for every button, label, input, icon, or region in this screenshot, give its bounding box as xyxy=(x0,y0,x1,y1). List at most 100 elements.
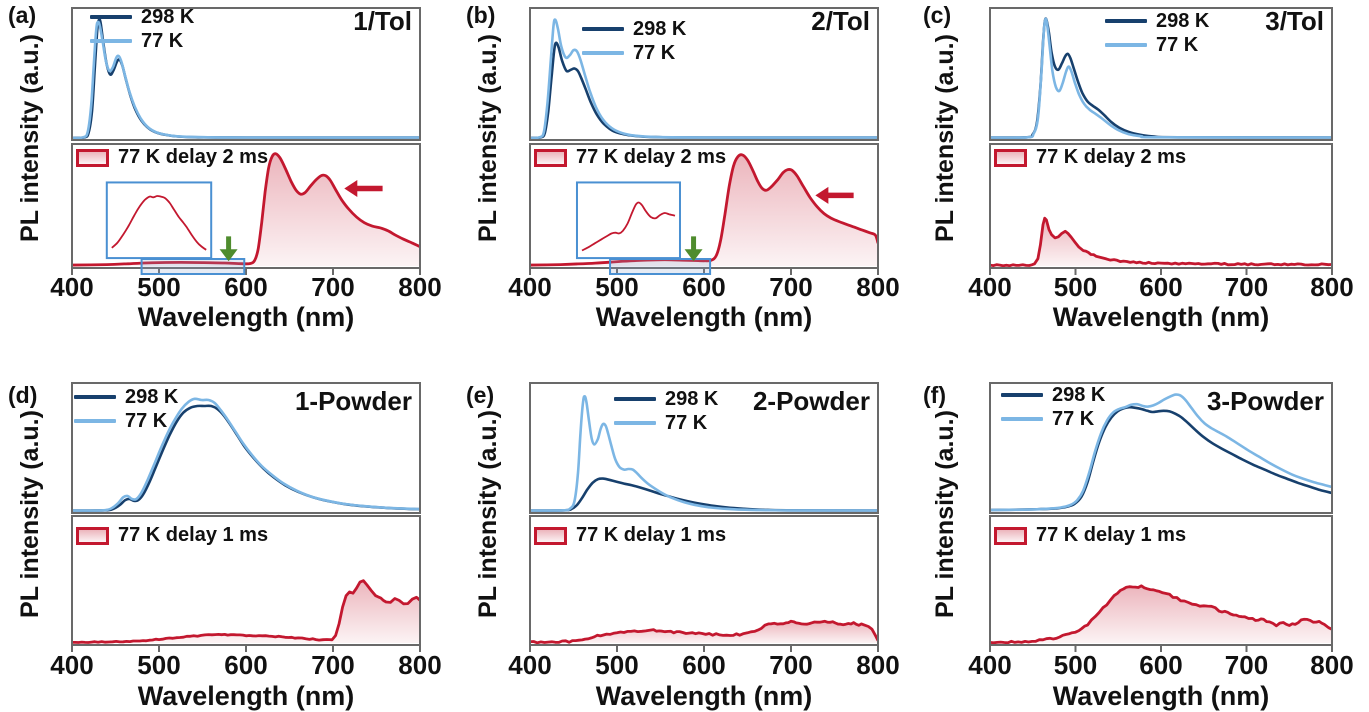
x-axis-label: Wavelength (nm) xyxy=(1052,302,1270,332)
plot-canvas-e xyxy=(529,382,879,652)
x-tick-label: 500 xyxy=(595,272,639,302)
legend-line-298k-icon xyxy=(614,397,656,401)
temperature-legend: 298 K 77 K xyxy=(1105,10,1209,56)
panel-b: (b) PL intensity (a.u.) 298 K 77 K 2/Tol… xyxy=(458,0,915,340)
legend-row-298k: 298 K xyxy=(614,388,718,410)
delay-legend-swatch-icon xyxy=(534,526,567,545)
legend-label-298k: 298 K xyxy=(125,385,179,408)
x-tick-label: 500 xyxy=(137,272,181,302)
delay-legend: 77 K delay 1 ms xyxy=(76,524,268,547)
legend-label-77k: 77 K xyxy=(1156,33,1199,56)
legend-row-298k: 298 K xyxy=(74,386,178,408)
delay-legend-label: 77 K delay 2 ms xyxy=(576,146,727,168)
panel-a: (a) PL intensity (a.u.) 298 K 77 K 1/Tol… xyxy=(0,0,455,340)
delay-legend: 77 K delay 1 ms xyxy=(994,524,1186,547)
x-tick-label: 600 xyxy=(1139,650,1183,680)
delay-legend-swatch-icon xyxy=(994,148,1027,167)
x-tick-label: 400 xyxy=(508,650,552,680)
legend-line-77k-icon xyxy=(74,419,116,423)
x-tick-label: 700 xyxy=(311,650,355,680)
temperature-legend: 298 K 77 K xyxy=(1001,384,1105,430)
panel-e: (e) PL intensity (a.u.) 298 K 77 K 2-Pow… xyxy=(458,360,915,712)
x-tick-label: 600 xyxy=(224,272,268,302)
plot-canvas-c xyxy=(989,7,1333,275)
legend-line-298k-icon xyxy=(1105,19,1147,23)
x-tick-label: 800 xyxy=(398,272,442,302)
legend-line-77k-icon xyxy=(582,51,624,55)
legend-label-77k: 77 K xyxy=(633,41,676,64)
temperature-legend: 298 K 77 K xyxy=(90,6,194,52)
legend-row-298k: 298 K xyxy=(1001,384,1105,406)
x-axis-label: Wavelength (nm) xyxy=(137,681,355,711)
temperature-legend: 298 K 77 K xyxy=(614,388,718,434)
legend-line-298k-icon xyxy=(90,15,132,19)
delay-legend: 77 K delay 2 ms xyxy=(534,146,726,169)
panel-tag: (f) xyxy=(923,382,946,408)
panel-f: (f) PL intensity (a.u.) 298 K 77 K 3-Pow… xyxy=(915,360,1369,712)
legend-label-77k: 77 K xyxy=(1052,407,1095,430)
legend-label-298k: 298 K xyxy=(1052,383,1106,406)
panel-title: 2/Tol xyxy=(811,6,870,36)
legend-label-298k: 298 K xyxy=(665,387,719,410)
x-tick-label: 700 xyxy=(311,272,355,302)
panel-d: (d) PL intensity (a.u.) 298 K 77 K 1-Pow… xyxy=(0,360,455,712)
plot-canvas-b xyxy=(529,7,879,275)
x-tick-label: 400 xyxy=(50,650,94,680)
legend-row-298k: 298 K xyxy=(582,18,686,40)
delay-legend: 77 K delay 2 ms xyxy=(76,146,268,169)
plot-canvas-d xyxy=(71,382,421,652)
x-tick-label: 400 xyxy=(968,272,1012,302)
x-tick-label: 600 xyxy=(1139,272,1183,302)
delay-legend-swatch-icon xyxy=(994,526,1027,545)
delay-legend-swatch-icon xyxy=(534,148,567,167)
x-tick-label: 800 xyxy=(856,650,900,680)
x-tick-label: 800 xyxy=(1310,650,1354,680)
delay-legend-swatch-icon xyxy=(76,526,109,545)
x-axis-label: Wavelength (nm) xyxy=(137,302,355,332)
legend-label-298k: 298 K xyxy=(633,17,687,40)
x-axis-label: Wavelength (nm) xyxy=(595,302,813,332)
legend-row-77k: 77 K xyxy=(1105,34,1209,56)
x-tick-label: 400 xyxy=(968,650,1012,680)
x-tick-label: 500 xyxy=(1053,650,1098,680)
panel-tag: (a) xyxy=(8,2,37,28)
x-tick-label: 500 xyxy=(137,650,181,680)
legend-line-298k-icon xyxy=(74,395,116,399)
x-tick-label: 600 xyxy=(224,650,268,680)
x-tick-label: 400 xyxy=(50,272,94,302)
delay-legend-label: 77 K delay 2 ms xyxy=(118,146,269,168)
x-axis-label: Wavelength (nm) xyxy=(595,681,813,711)
legend-label-298k: 298 K xyxy=(141,5,195,28)
panel-title: 3-Powder xyxy=(1206,386,1324,416)
legend-label-77k: 77 K xyxy=(141,29,184,52)
delay-legend-swatch-icon xyxy=(76,148,109,167)
x-axis-label: Wavelength (nm) xyxy=(1052,681,1270,711)
panel-title: 2-Powder xyxy=(752,386,870,416)
legend-row-77k: 77 K xyxy=(74,410,178,432)
x-tick-label: 700 xyxy=(1224,650,1269,680)
x-tick-label: 700 xyxy=(769,272,813,302)
legend-line-77k-icon xyxy=(1001,417,1043,421)
delay-legend-label: 77 K delay 2 ms xyxy=(1036,146,1187,168)
legend-row-77k: 77 K xyxy=(1001,408,1105,430)
x-tick-label: 700 xyxy=(1224,272,1269,302)
plot-canvas-a xyxy=(71,7,421,275)
x-tick-label: 600 xyxy=(682,650,726,680)
x-tick-label: 800 xyxy=(1310,272,1354,302)
legend-label-77k: 77 K xyxy=(125,409,168,432)
panel-title: 1-Powder xyxy=(294,386,412,416)
legend-line-298k-icon xyxy=(1001,393,1043,397)
x-tick-label: 400 xyxy=(508,272,552,302)
delay-legend: 77 K delay 2 ms xyxy=(994,146,1186,169)
panel-tag: (e) xyxy=(466,382,495,408)
legend-line-298k-icon xyxy=(582,27,624,31)
x-tick-label: 800 xyxy=(398,650,442,680)
temperature-legend: 298 K 77 K xyxy=(74,386,178,432)
x-tick-label: 800 xyxy=(856,272,900,302)
x-tick-label: 500 xyxy=(1053,272,1098,302)
legend-line-77k-icon xyxy=(614,421,656,425)
delay-legend: 77 K delay 1 ms xyxy=(534,524,726,547)
panel-tag: (d) xyxy=(8,382,38,408)
plot-canvas-f xyxy=(989,382,1333,652)
